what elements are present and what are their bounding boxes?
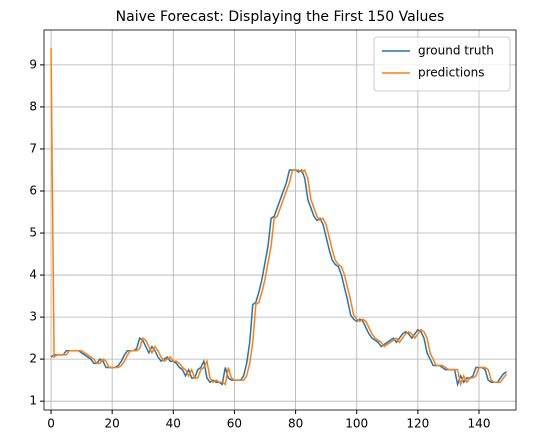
x-tick-label: 60 <box>227 417 242 431</box>
y-tick-label: 3 <box>29 310 37 324</box>
y-tick-label: 1 <box>29 394 37 408</box>
x-tick-label: 0 <box>47 417 55 431</box>
series-line <box>50 168 507 388</box>
legend-label: predictions <box>418 66 484 80</box>
chart-title: Naive Forecast: Displaying the First 150… <box>116 9 445 25</box>
x-tick-label: 80 <box>288 417 303 431</box>
y-tick-label: 5 <box>29 226 37 240</box>
x-tick-label: 20 <box>105 417 120 431</box>
legend-label: ground truth <box>418 44 494 58</box>
y-tick-label: 9 <box>29 57 37 71</box>
x-tick-label: 100 <box>345 417 368 431</box>
x-tick-label: 120 <box>406 417 429 431</box>
series-line <box>50 48 508 388</box>
y-tick-label: 2 <box>29 352 37 366</box>
y-tick-label: 6 <box>29 183 37 197</box>
x-tick-label: 40 <box>166 417 181 431</box>
plot-frame <box>43 29 517 411</box>
x-tick-label: 140 <box>468 417 491 431</box>
y-tick-label: 4 <box>29 268 37 282</box>
y-tick-label: 8 <box>29 99 37 113</box>
y-tick-label: 7 <box>29 141 37 155</box>
